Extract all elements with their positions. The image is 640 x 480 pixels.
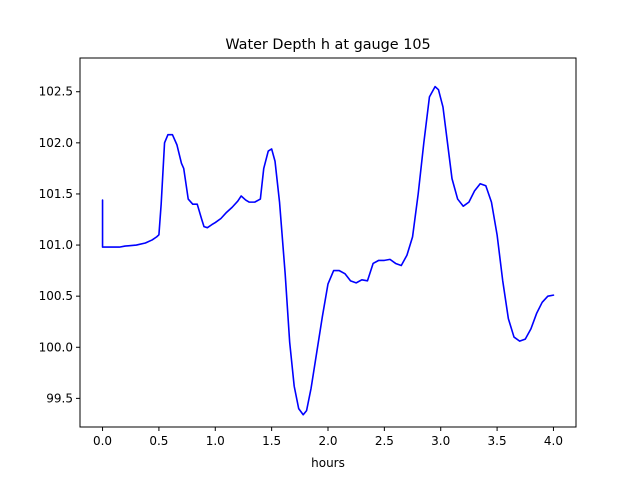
plot-area	[80, 58, 576, 427]
x-tick-label: 3.5	[488, 434, 507, 448]
y-tick-label: 100.5	[39, 289, 73, 303]
x-tick-label: 1.5	[262, 434, 281, 448]
x-tick-label: 0.5	[149, 434, 168, 448]
x-axis: 0.0 0.5 1.0 1.5 2.0 2.5 3.0 3.5 4.0	[93, 427, 563, 448]
y-tick-label: 101.5	[39, 187, 73, 201]
y-tick-label: 101.0	[39, 238, 73, 252]
chart-title: Water Depth h at gauge 105	[225, 37, 430, 53]
series-layer	[101, 85, 555, 416]
y-axis: 99.5 100.0 100.5 101.0 101.5 102.0 102.5	[39, 85, 80, 405]
y-tick-label: 102.0	[39, 136, 73, 150]
x-tick-label: 0.0	[93, 434, 112, 448]
x-tick-label: 4.0	[544, 434, 563, 448]
x-tick-label: 3.0	[431, 434, 450, 448]
y-tick-label: 99.5	[46, 391, 73, 405]
x-tick-label: 2.5	[375, 434, 394, 448]
y-tick-label: 102.5	[39, 85, 73, 99]
y-tick-label: 100.0	[39, 340, 73, 354]
x-tick-label: 2.0	[318, 434, 337, 448]
series-line	[101, 85, 555, 416]
x-axis-label: hours	[311, 456, 345, 470]
x-tick-label: 1.0	[206, 434, 225, 448]
